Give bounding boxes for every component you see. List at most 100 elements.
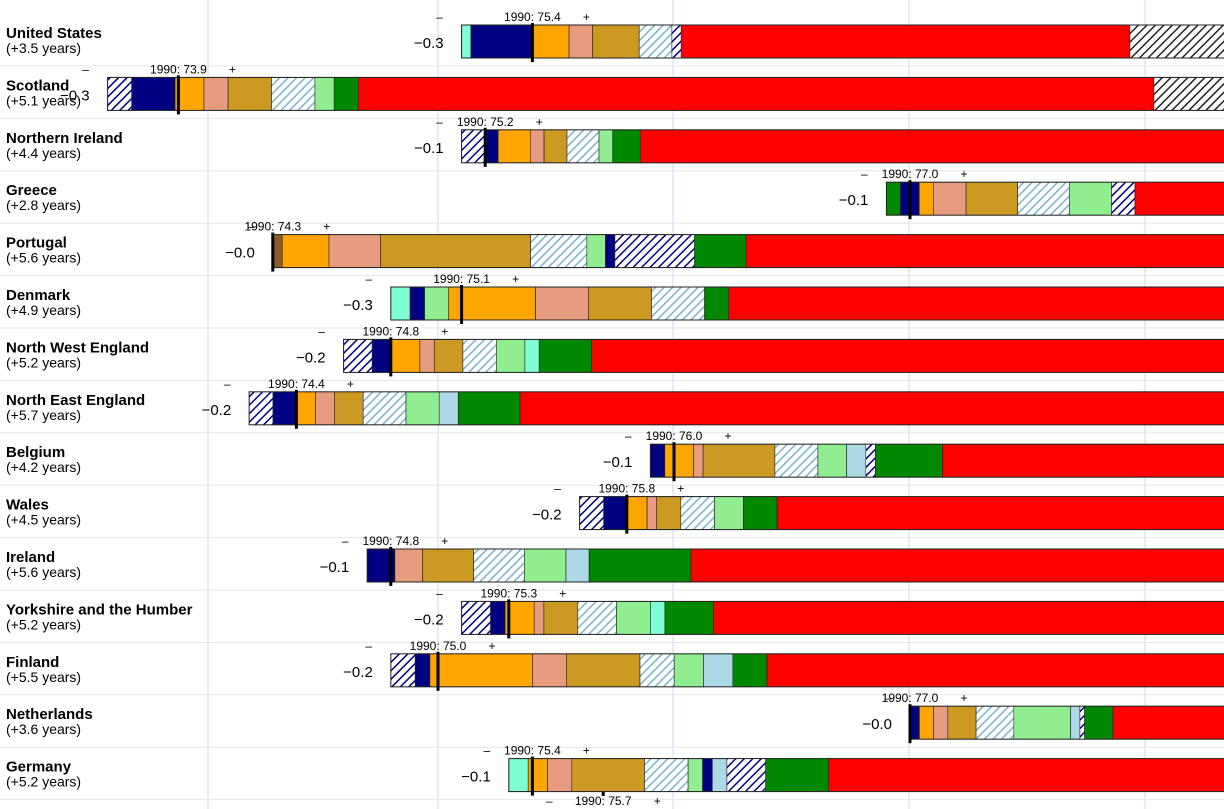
chart-row: Wales(+4.5 years)–1990: 75.8+2013: 80.3−… xyxy=(0,482,1224,539)
chart-row: Germany(+5.2 years)–1990: 75.4+2013: 80.… xyxy=(0,744,1224,801)
bar-segment xyxy=(470,24,532,59)
bar-outline xyxy=(649,443,1224,478)
pos-sign: + xyxy=(441,534,448,548)
bar-segment xyxy=(947,705,977,740)
bar-segment xyxy=(671,24,682,59)
bar-segment xyxy=(592,24,640,59)
bar-segment xyxy=(774,443,819,478)
bar-segment xyxy=(712,601,1224,635)
bar-segment xyxy=(627,496,648,530)
start-label: 1990: 75.7 xyxy=(575,794,632,808)
bar-segment xyxy=(565,548,590,583)
bar-segment xyxy=(394,548,423,583)
bar-outline xyxy=(107,76,1224,111)
chart-row: Greece(+2.8 years)–1990: 77.0+2013: 79.8… xyxy=(0,167,1224,224)
bar-segment xyxy=(817,443,847,478)
bar-segment xyxy=(690,548,1224,583)
country-label: Greece xyxy=(6,182,57,199)
neg-value: −0.1 xyxy=(603,454,633,471)
bar-segment xyxy=(598,129,613,164)
bar-segment xyxy=(568,24,593,59)
bar-segment xyxy=(315,391,336,426)
bar-segment xyxy=(638,24,673,59)
chart-row: Northern Ireland(+4.4 years) – 1990: 75.2 +… xyxy=(0,115,1224,172)
bar-segment xyxy=(281,234,330,268)
pos-sign: + xyxy=(488,639,495,653)
bar-segment xyxy=(203,77,229,111)
neg-value: −0.2 xyxy=(296,349,326,366)
bar-segment xyxy=(656,496,682,530)
bar-segment xyxy=(524,339,540,373)
bar-outline xyxy=(461,129,1224,164)
bar-segment xyxy=(461,129,485,164)
neg-sign: – xyxy=(82,62,89,76)
bar-segment xyxy=(1013,705,1071,740)
gain-label: (+5.6 years) xyxy=(6,250,81,266)
start-label: 1990: 75.4 xyxy=(504,10,561,24)
start-label: 1990: 77.0 xyxy=(882,167,939,181)
bar-segment xyxy=(538,339,593,373)
neg-sign: – xyxy=(436,586,443,600)
bar-segment xyxy=(390,286,411,321)
bar-segment xyxy=(1129,24,1224,59)
bar-segment xyxy=(532,653,568,688)
bar-segment xyxy=(616,601,651,635)
bar-segment xyxy=(919,705,934,740)
neg-value: −0.0 xyxy=(862,716,892,733)
neg-value: −0.2 xyxy=(343,664,373,681)
bar-segment xyxy=(942,443,1224,478)
bar-segment xyxy=(566,129,600,164)
bar-segment xyxy=(543,129,568,164)
neg-sign: – xyxy=(318,324,325,338)
bar-segment xyxy=(765,758,829,792)
pos-sign: + xyxy=(229,62,236,76)
bar-segment xyxy=(704,286,729,321)
bar-segment xyxy=(1112,705,1224,740)
bar-segment xyxy=(414,653,431,688)
bar-segment xyxy=(646,496,657,530)
bar-outline xyxy=(579,496,1224,531)
bar-segment xyxy=(714,496,744,530)
pos-sign: + xyxy=(654,794,661,808)
bar-segment xyxy=(1017,181,1070,216)
bar-segment xyxy=(828,758,1224,792)
bar-outline xyxy=(461,24,1224,59)
bar-segment xyxy=(965,181,1018,216)
bar-segment xyxy=(1069,181,1112,216)
start-label: 1990: 75.4 xyxy=(504,744,561,758)
bar-segment xyxy=(508,758,529,792)
bar-segment xyxy=(650,443,666,478)
neg-value: −0.1 xyxy=(414,140,444,157)
country-label: Denmark xyxy=(6,287,71,304)
start-label: 1990: 75.3 xyxy=(480,586,537,600)
bar-segment xyxy=(227,77,272,111)
gain-label: (+5.5 years) xyxy=(6,669,81,685)
bar-segment xyxy=(651,286,705,321)
neg-sign: – xyxy=(365,272,372,286)
bar-segment xyxy=(933,705,949,740)
neg-value: −0.3 xyxy=(60,87,90,104)
bar-segment xyxy=(529,129,545,164)
bar-outline xyxy=(248,391,1224,426)
gain-label: (+4.2 years) xyxy=(6,459,81,475)
chart-row: United States(+3.5 years)–1990: 75.4+201… xyxy=(0,10,1224,67)
bar-segment xyxy=(693,443,704,478)
bar-segment xyxy=(519,391,1224,426)
country-label: North West England xyxy=(6,339,149,356)
pos-sign: + xyxy=(724,429,731,443)
bar-segment xyxy=(588,548,692,583)
bar-segment xyxy=(405,391,440,426)
pos-sign: + xyxy=(512,272,519,286)
chart-row: North West England(+5.2 years) – 1990: 74.… xyxy=(0,324,1224,381)
chart-row: Belgium(+4.2 years)–1990: 76.0+2013: 80.… xyxy=(0,429,1224,486)
bar-segment xyxy=(328,234,381,268)
bar-outline xyxy=(390,286,1224,321)
bar-segment xyxy=(664,601,714,635)
bar-segment xyxy=(875,443,943,478)
bar-segment xyxy=(588,286,652,321)
bar-segment xyxy=(424,286,450,321)
neg-value: −0.1 xyxy=(839,192,869,209)
bar-outline xyxy=(508,758,1224,793)
bar-segment xyxy=(333,77,359,111)
bar-segment xyxy=(577,601,617,635)
